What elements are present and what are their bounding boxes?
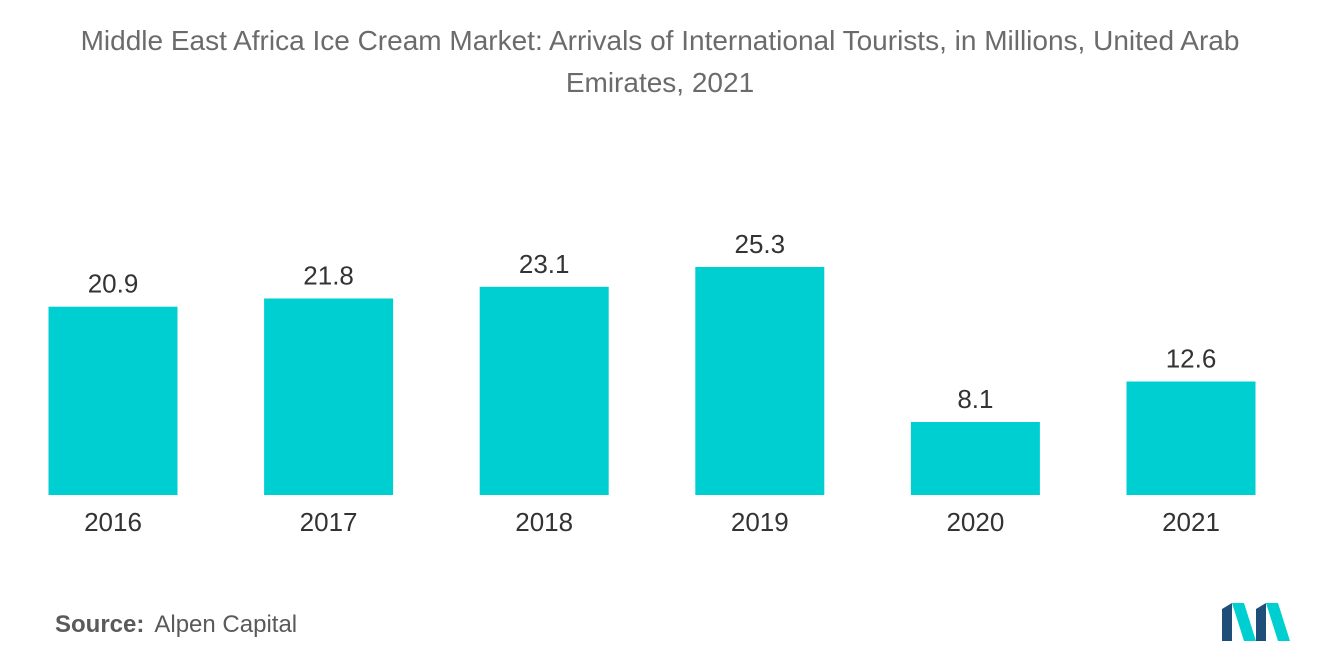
source-note: Source: Alpen Capital <box>55 611 297 639</box>
category-label-2018: 2018 <box>515 507 573 537</box>
bar-2016 <box>48 306 178 495</box>
category-label-2016: 2016 <box>84 507 142 537</box>
category-label-2020: 2020 <box>946 507 1004 537</box>
category-labels-group: 2016 2017 2018 2019 2020 2021 <box>84 507 1220 537</box>
source-label: Source: <box>55 611 145 638</box>
value-label-2020: 8.1 <box>957 384 993 414</box>
bar-2019 <box>695 267 825 495</box>
value-label-2017: 21.8 <box>303 261 354 291</box>
value-label-2021: 12.6 <box>1166 344 1217 374</box>
mordor-intelligence-logo-icon <box>1222 603 1290 641</box>
bars-group <box>48 267 1256 495</box>
chart-title: Middle East Africa Ice Cream Market: Arr… <box>80 25 1240 98</box>
category-label-2021: 2021 <box>1162 507 1220 537</box>
bar-2020 <box>910 422 1040 495</box>
value-label-2018: 23.1 <box>519 249 570 279</box>
value-labels-group: 20.9 21.8 23.1 25.3 8.1 12.6 <box>88 229 1217 414</box>
value-label-2016: 20.9 <box>88 269 139 299</box>
source-value: Alpen Capital <box>154 611 298 638</box>
bar-2018 <box>479 286 609 495</box>
category-label-2019: 2019 <box>731 507 789 537</box>
value-label-2019: 25.3 <box>734 229 785 259</box>
bar-2017 <box>264 298 394 495</box>
bar-2021 <box>1126 381 1256 495</box>
category-label-2017: 2017 <box>300 507 358 537</box>
